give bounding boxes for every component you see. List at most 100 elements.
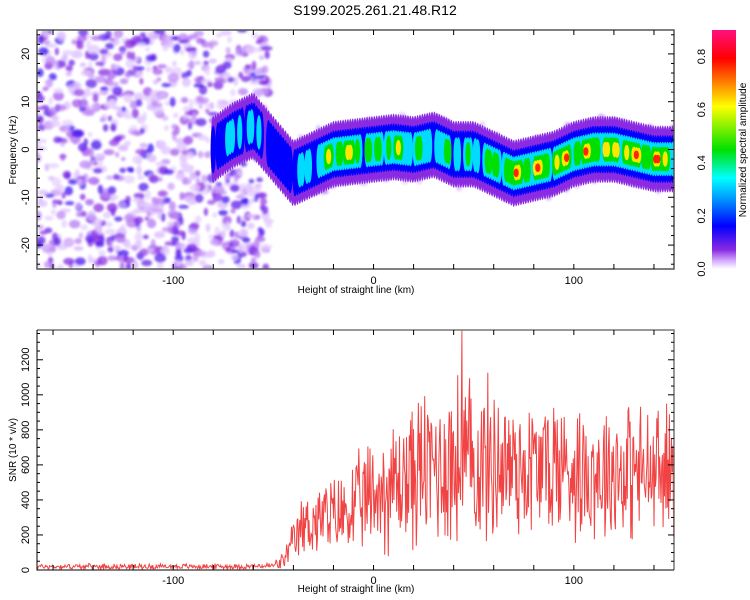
spectrogram-noise-blob [227, 76, 235, 83]
spectrogram-noise-blob [229, 184, 240, 192]
spectrogram-noise-blob [106, 71, 116, 80]
spectrogram-noise-blob [189, 98, 194, 109]
spectrogram-y-tick-label: 10 [20, 96, 32, 108]
spectrogram-ridge-cell [354, 138, 361, 164]
spectrogram-noise-blob [133, 92, 144, 102]
spectrogram-ridge-cell [583, 147, 589, 156]
spectrogram-noise-blob [146, 152, 154, 162]
snr-y-axis-label: SNR (10 * v/v) [8, 418, 19, 482]
spectrogram-noise-blob [47, 256, 54, 264]
spectrogram-noise-blob [143, 95, 150, 101]
spectrogram-noise-blob [85, 198, 94, 206]
spectrogram-noise-blob [193, 83, 204, 88]
spectrogram-noise-blob [54, 47, 59, 56]
spectrogram-noise-blob [194, 233, 201, 242]
spectrogram-noise-blob [157, 176, 163, 182]
spectrogram-noise-blob [130, 51, 136, 61]
spectrogram-noise-blob [60, 153, 65, 162]
spectrogram-noise-blob [37, 36, 45, 45]
spectrogram-noise-blob [115, 233, 126, 243]
spectrogram-noise-blob [225, 221, 230, 230]
spectrogram-noise-blob [85, 40, 92, 51]
spectrogram-ridge-cell [576, 140, 582, 166]
spectrogram-noise-blob [253, 74, 265, 80]
spectrogram-noise-blob [245, 45, 256, 55]
spectrogram-noise-blob [93, 161, 98, 166]
snr-y-tick-label: 1000 [20, 383, 32, 407]
spectrogram-noise-blob [150, 238, 156, 249]
spectrogram-noise-blob [197, 134, 207, 141]
spectrogram-noise-blob [63, 237, 75, 248]
spectrogram-ridge [210, 92, 674, 207]
spectrogram-noise-blob [157, 92, 167, 99]
spectrogram-noise-blob [155, 161, 167, 167]
spectrogram-noise-blob [56, 210, 66, 220]
spectrogram-noise-blob [176, 260, 181, 268]
spectrogram-noise-blob [189, 171, 197, 180]
spectrogram-noise-blob [79, 160, 92, 169]
spectrogram-y-tick-label: -20 [20, 237, 32, 253]
snr-y-tick-label: 1200 [20, 348, 32, 372]
colorbar: 0.0 0.2 0.4 0.6 0.8 Normalized spectral ampl… [696, 30, 749, 277]
spectrogram-noise-blob [238, 71, 244, 79]
spectrogram-noise-blob [235, 194, 245, 199]
spectrogram-noise-blob [104, 228, 117, 235]
spectrogram-noise-blob [132, 155, 143, 164]
spectrogram-noise-blob [43, 40, 51, 45]
spectrogram-noise-blob [195, 118, 207, 127]
spectrogram-ridge-cell [525, 157, 531, 183]
spectrogram-x-axis-label: Height of straight line (km) [298, 285, 415, 296]
spectrogram-y-tick-label: 0 [20, 146, 32, 152]
snr-plot-area [37, 330, 674, 570]
spectrogram-noise-blob [217, 64, 224, 71]
spectrogram-noise-blob [90, 35, 103, 41]
spectrogram-noise-blob [208, 234, 215, 239]
spectrogram-noise-blob [236, 263, 247, 269]
spectrogram-noise-blob [42, 138, 47, 144]
spectrogram-noise-blob [161, 115, 169, 121]
spectrogram-noise-blob [237, 88, 249, 96]
spectrogram-noise-blob [174, 125, 180, 135]
spectrogram-noise-blob [172, 43, 181, 53]
spectrogram-noise-blob [131, 129, 141, 136]
spectrogram-noise-blob [157, 190, 168, 197]
spectrogram-noise-blob [194, 215, 202, 224]
spectrogram-noise-blob [175, 137, 186, 145]
spectrogram-noise-blob [162, 197, 171, 204]
spectrogram-noise-blob [241, 197, 250, 206]
spectrogram-noise-blob [212, 192, 223, 202]
spectrogram-noise-blob [80, 70, 93, 77]
spectrogram-noise-blob [178, 204, 190, 209]
spectrogram-noise-blob [187, 151, 195, 159]
snr-y-tick-label: 200 [20, 526, 32, 544]
spectrogram-noise-blob [114, 216, 123, 222]
spectrogram-noise-blob [160, 145, 172, 155]
spectrogram-noise-blob [181, 77, 191, 88]
spectrogram-noise-blob [73, 246, 84, 251]
spectrogram-noise-blob [260, 244, 269, 253]
spectrogram-noise-blob [194, 193, 204, 203]
spectrogram-noise-blob [154, 252, 167, 263]
snr-x-axis-label: Height of straight line (km) [298, 584, 415, 595]
spectrogram-noise-blob [37, 224, 44, 230]
spectrogram-noise-blob [225, 247, 231, 252]
spectrogram-noise-blob [50, 120, 61, 128]
spectrogram-noise-blob [153, 231, 166, 239]
spectrogram-noise-blob [119, 167, 127, 174]
spectrogram-noise-blob [80, 98, 87, 108]
spectrogram-noise-blob [139, 127, 145, 135]
spectrogram-noise-blob [78, 30, 89, 37]
spectrogram-noise-blob [126, 51, 132, 60]
spectrogram-noise-blob [108, 240, 114, 247]
spectrogram-noise-blob [88, 147, 95, 158]
spectrogram-ridge-cell [662, 151, 668, 167]
spectrogram-ridge-cell [633, 150, 639, 160]
spectrogram-noise-blob [179, 192, 185, 201]
spectrogram-noise-blob [265, 220, 273, 229]
spectrogram-noise-blob [239, 186, 244, 197]
spectrogram-noise-blob [133, 208, 141, 214]
spectrogram-noise-blob [264, 50, 270, 59]
spectrogram-noise-blob [41, 243, 53, 248]
spectrogram-noise-blob [37, 142, 42, 147]
snr-y-tick-label: 400 [20, 491, 32, 509]
